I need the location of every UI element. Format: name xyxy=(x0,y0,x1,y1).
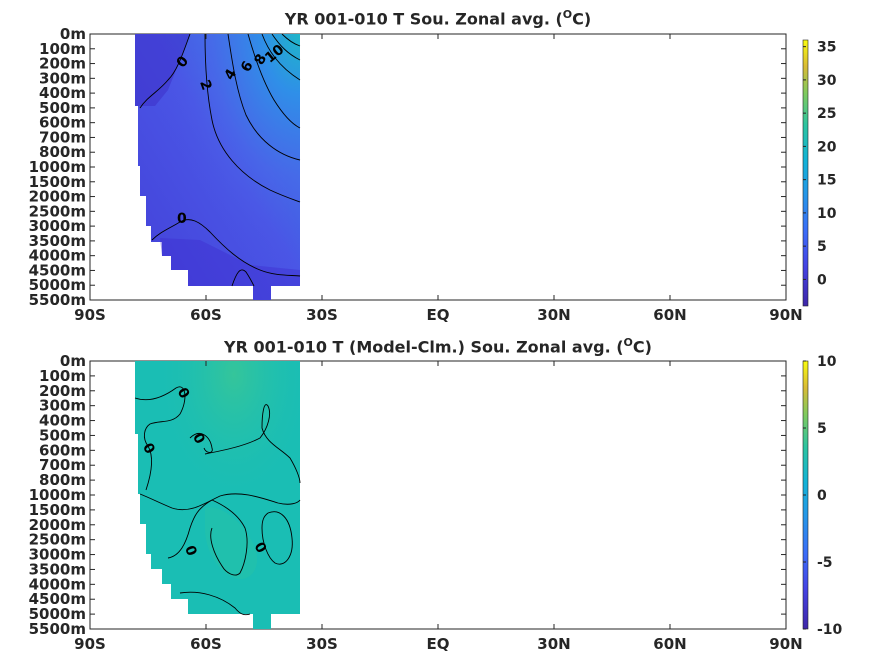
y-tick-label: 300m xyxy=(39,69,86,87)
y-tick-label: 800m xyxy=(39,143,86,161)
bottom-chart-svg: 0 0 0 0 0 90S 60S 30S EQ 30N 60N 90N 0m100m200… xyxy=(29,352,843,653)
x-tick-label: 30N xyxy=(537,306,570,324)
contour-lines xyxy=(139,33,301,287)
y-tick-label: 300m xyxy=(39,397,86,415)
y-tick-label: 3500m xyxy=(29,232,86,250)
x-tick-label: 60N xyxy=(653,635,686,653)
x-ticks: 90S 60S 30S EQ 30N 60N 90N xyxy=(74,34,803,324)
y-tick-label: 200m xyxy=(39,55,86,73)
x-tick-label: 30S xyxy=(306,635,338,653)
y-tick-label: 1500m xyxy=(29,501,86,519)
x-tick-label: 90N xyxy=(769,306,802,324)
colorbar-tick-label: 10 xyxy=(817,206,837,222)
y-tick-label: 2500m xyxy=(29,531,86,549)
colorbar-ticks: 35 30 25 20 15 10 5 0 xyxy=(803,40,837,288)
y-tick-label: 3500m xyxy=(29,560,86,578)
y-tick-label: 4500m xyxy=(29,261,86,279)
bottom-panel: YR 001-010 T (Model-Clm.) Sou. Zonal avg… xyxy=(0,328,875,656)
x-tick-label: 90N xyxy=(769,635,802,653)
x-tick-label: 30N xyxy=(537,635,570,653)
y-tick-label: 0m xyxy=(60,352,86,370)
title-text: YR 001-010 T (Model-Clm.) Sou. Zonal avg… xyxy=(224,337,624,357)
y-tick-label: 5500m xyxy=(29,620,86,638)
y-tick-label: 0m xyxy=(60,25,86,43)
y-tick-label: 1000m xyxy=(29,158,86,176)
y-tick-label: 400m xyxy=(39,84,86,102)
contour-lines xyxy=(134,386,301,616)
y-tick-label: 1500m xyxy=(29,173,86,191)
y-tick-label: 3000m xyxy=(29,546,86,564)
y-tick-label: 1000m xyxy=(29,486,86,504)
y-tick-label: 500m xyxy=(39,426,86,444)
colorbar-tick-label: 35 xyxy=(817,40,836,56)
top-chart-svg: 0 2 4 6 8 10 0 90S 60S 30S EQ 30N 60N 90N 0m10… xyxy=(29,25,837,324)
colorbar-tick-label: 5 xyxy=(817,421,827,437)
y-tick-label: 100m xyxy=(39,367,86,385)
y-ticks: 0m100m200m300m400m500m600m700m800m1000m1… xyxy=(29,25,786,309)
colorbar-tick-label: -5 xyxy=(817,555,833,571)
y-ticks: 0m100m200m300m400m500m600m700m800m1000m1… xyxy=(29,352,786,638)
colorbar-tick-label: 5 xyxy=(817,239,827,255)
anomaly-field xyxy=(135,361,300,629)
y-tick-label: 200m xyxy=(39,382,86,400)
colorbar-tick-label: 15 xyxy=(817,173,836,189)
title-unit: C) xyxy=(572,9,592,29)
y-tick-label: 4500m xyxy=(29,590,86,608)
contour-label: 0 xyxy=(177,211,187,227)
y-tick-label: 4000m xyxy=(29,247,86,265)
y-tick-label: 800m xyxy=(39,471,86,489)
y-tick-label: 2500m xyxy=(29,202,86,220)
x-tick-label: 60S xyxy=(190,306,222,324)
colorbar-tick-label: 20 xyxy=(817,139,837,155)
temperature-field xyxy=(135,34,300,300)
y-tick-label: 5000m xyxy=(29,605,86,623)
y-tick-label: 700m xyxy=(39,128,86,146)
x-tick-label: EQ xyxy=(427,306,450,324)
y-tick-label: 700m xyxy=(39,456,86,474)
colorbar-ticks: 10 5 0 -5 -10 xyxy=(803,354,843,638)
x-tick-label: 60N xyxy=(653,306,686,324)
colorbar-tick-label: 30 xyxy=(817,73,837,89)
y-tick-label: 2000m xyxy=(29,188,86,206)
title-superscript: O xyxy=(623,336,633,349)
colorbar xyxy=(802,39,809,307)
y-tick-label: 3000m xyxy=(29,217,86,235)
colorbar-tick-label: 25 xyxy=(817,106,836,122)
x-tick-label: 90S xyxy=(74,306,106,324)
title-text: YR 001-010 T Sou. Zonal avg. ( xyxy=(284,9,563,29)
x-tick-label: 30S xyxy=(306,306,338,324)
y-tick-label: 100m xyxy=(39,40,86,58)
title-superscript: O xyxy=(562,8,573,21)
y-tick-label: 400m xyxy=(39,412,86,430)
colorbar-tick-label: 0 xyxy=(817,272,827,288)
chart-title-top: YR 001-010 T Sou. Zonal avg. (OC) xyxy=(90,8,786,28)
chart-title-bottom: YR 001-010 T (Model-Clm.) Sou. Zonal avg… xyxy=(90,336,786,356)
y-tick-label: 600m xyxy=(39,114,86,132)
x-tick-label: 90S xyxy=(74,635,106,653)
top-panel: YR 001-010 T Sou. Zonal avg. (OC) xyxy=(29,8,837,324)
y-tick-label: 600m xyxy=(39,441,86,459)
x-tick-label: EQ xyxy=(427,635,450,653)
colorbar-tick-label: 10 xyxy=(817,354,837,370)
colorbar-tick-label: 0 xyxy=(817,488,827,504)
x-ticks: 90S 60S 30S EQ 30N 60N 90N xyxy=(74,361,803,653)
title-unit: C) xyxy=(632,337,652,357)
y-tick-label: 5500m xyxy=(29,291,86,309)
y-tick-label: 5000m xyxy=(29,276,86,294)
y-tick-label: 500m xyxy=(39,99,86,117)
y-tick-label: 4000m xyxy=(29,575,86,593)
colorbar-tick-label: -10 xyxy=(817,622,843,638)
x-tick-label: 60S xyxy=(190,635,222,653)
y-tick-label: 2000m xyxy=(29,516,86,534)
